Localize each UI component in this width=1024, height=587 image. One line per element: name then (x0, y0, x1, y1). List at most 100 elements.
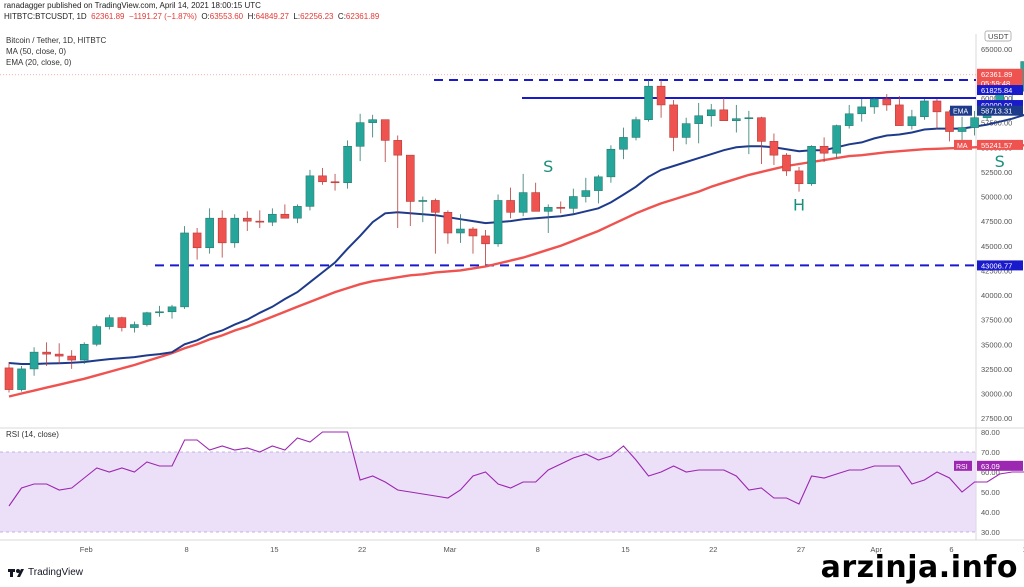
candle-body-7 (92, 326, 102, 345)
candle-body-15 (192, 232, 202, 249)
last-price: 62361.89 (91, 12, 125, 21)
ema-value-tag-bg (977, 105, 1023, 116)
candle-body-26 (330, 181, 340, 184)
candle-body-41 (518, 192, 528, 213)
ema-inline-tag: EMA (953, 109, 969, 116)
candle-body-51 (644, 85, 653, 120)
ma-value-tag: 55241.57 (981, 141, 1012, 150)
ema-legend[interactable]: EMA (20, close, 0) (6, 58, 72, 67)
ma50-line (8, 144, 1024, 398)
chart-title-legend[interactable]: Bitcoin / Tether, 1D, HITBTC (6, 36, 107, 45)
rsi-inline-tag: RSI (956, 464, 968, 471)
candle-body-61 (769, 141, 779, 156)
time-tick-2: 15 (270, 545, 278, 554)
candle-body-21 (268, 213, 277, 223)
price-change: −1191.27 (−1.87%) (128, 12, 197, 21)
rsi-inline-tag-bg (954, 460, 972, 471)
last-price-tag: 62361.89 (981, 70, 1012, 79)
pattern-label-0: S (543, 157, 553, 176)
price-tick-10: 37500.00 (981, 316, 1012, 325)
candle-body-58 (732, 118, 741, 121)
candle-body-62 (782, 154, 791, 172)
level-tag-upper-bg (977, 85, 1023, 96)
ema-inline-tag-bg (950, 105, 972, 116)
candle-body-19 (242, 217, 252, 222)
tradingview-label: TradingView (28, 567, 84, 578)
candle-body-45 (568, 196, 578, 209)
price-tick-13: 30000.00 (981, 390, 1012, 399)
time-tick-11: 12 (1023, 545, 1024, 554)
candle-body-49 (619, 137, 628, 150)
candle-body-10 (130, 324, 139, 328)
candle-body-37 (468, 228, 478, 237)
low-label: L: (293, 12, 301, 21)
candle-body-22 (280, 213, 290, 219)
tradingview-brand[interactable]: TradingView (8, 567, 83, 578)
candle-body-60 (757, 117, 766, 142)
candle-body-8 (105, 317, 114, 327)
candle-body-66 (832, 125, 841, 154)
rsi-tick-1: 70.00 (981, 448, 1000, 457)
time-tick-5: 8 (536, 545, 540, 554)
candle-body-20 (255, 220, 265, 223)
candle-body-65 (819, 145, 829, 154)
currency-box (984, 30, 1012, 42)
candle-body-9 (117, 317, 127, 328)
rsi-line (8, 431, 1024, 507)
symbol: HITBTC:BTCUSDT, 1D (4, 12, 87, 21)
candle-body-46 (581, 190, 591, 197)
candle-body-74 (932, 100, 942, 113)
candle-body-25 (318, 175, 327, 183)
candle-body-33 (418, 200, 428, 202)
candle-body-18 (230, 217, 240, 244)
candle-body-32 (405, 154, 415, 202)
candle-body-56 (706, 109, 716, 117)
ma-value-tag-bg (977, 139, 1023, 150)
pattern-label-2: S (995, 152, 1005, 171)
rsi-value-tag-bg (977, 460, 1023, 471)
candle-body-44 (556, 207, 566, 209)
candle-body-69 (869, 98, 879, 108)
candle-body-76 (957, 127, 967, 132)
level-tag-support: 43006.77 (981, 261, 1012, 270)
candle-body-13 (167, 306, 177, 313)
candle-body-1 (17, 368, 26, 390)
candle-body-47 (594, 176, 603, 191)
rsi-legend[interactable]: RSI (14, close) (6, 430, 59, 439)
candle-body-63 (794, 170, 804, 185)
time-tick-1: 8 (184, 545, 188, 554)
candle-body-14 (180, 232, 189, 308)
candle-body-70 (882, 98, 892, 106)
candle-body-16 (205, 217, 214, 249)
candle-body-17 (217, 217, 227, 244)
ma-legend[interactable]: MA (50, close, 0) (6, 47, 67, 56)
ma-inline-tag: MA (957, 143, 968, 150)
ema20-line (8, 113, 1024, 365)
candle-body-2 (29, 351, 39, 370)
site-watermark: arzinja.info (820, 550, 1018, 585)
currency-label: USDT (988, 32, 1009, 41)
rsi-tick-0: 80.00 (981, 428, 1000, 437)
pattern-label-1: H (793, 195, 805, 214)
candle-body-24 (305, 175, 315, 207)
level-tag-neckline: 60000.00 (981, 101, 1012, 110)
candle-body-30 (380, 119, 390, 141)
time-tick-7: 22 (709, 545, 717, 554)
candle-body-28 (355, 122, 365, 147)
time-tick-3: 22 (358, 545, 366, 554)
high-value: 64849.27 (255, 12, 289, 21)
rsi-tick-4: 40.00 (981, 508, 1000, 517)
candle-body-11 (142, 312, 152, 325)
publisher-line: ranadagger published on TradingView.com,… (4, 1, 261, 10)
time-tick-4: Mar (443, 545, 456, 554)
open-label: O: (201, 12, 210, 21)
level-tag-neckline-bg (977, 100, 1023, 111)
rsi-tick-2: 60.00 (981, 468, 1000, 477)
candle-body-23 (293, 206, 302, 219)
candle-body-6 (79, 343, 89, 361)
candle-body-27 (343, 145, 352, 184)
rsi-tick-3: 50.00 (981, 488, 1000, 497)
price-tick-12: 32500.00 (981, 365, 1012, 374)
candle-body-40 (506, 200, 515, 213)
